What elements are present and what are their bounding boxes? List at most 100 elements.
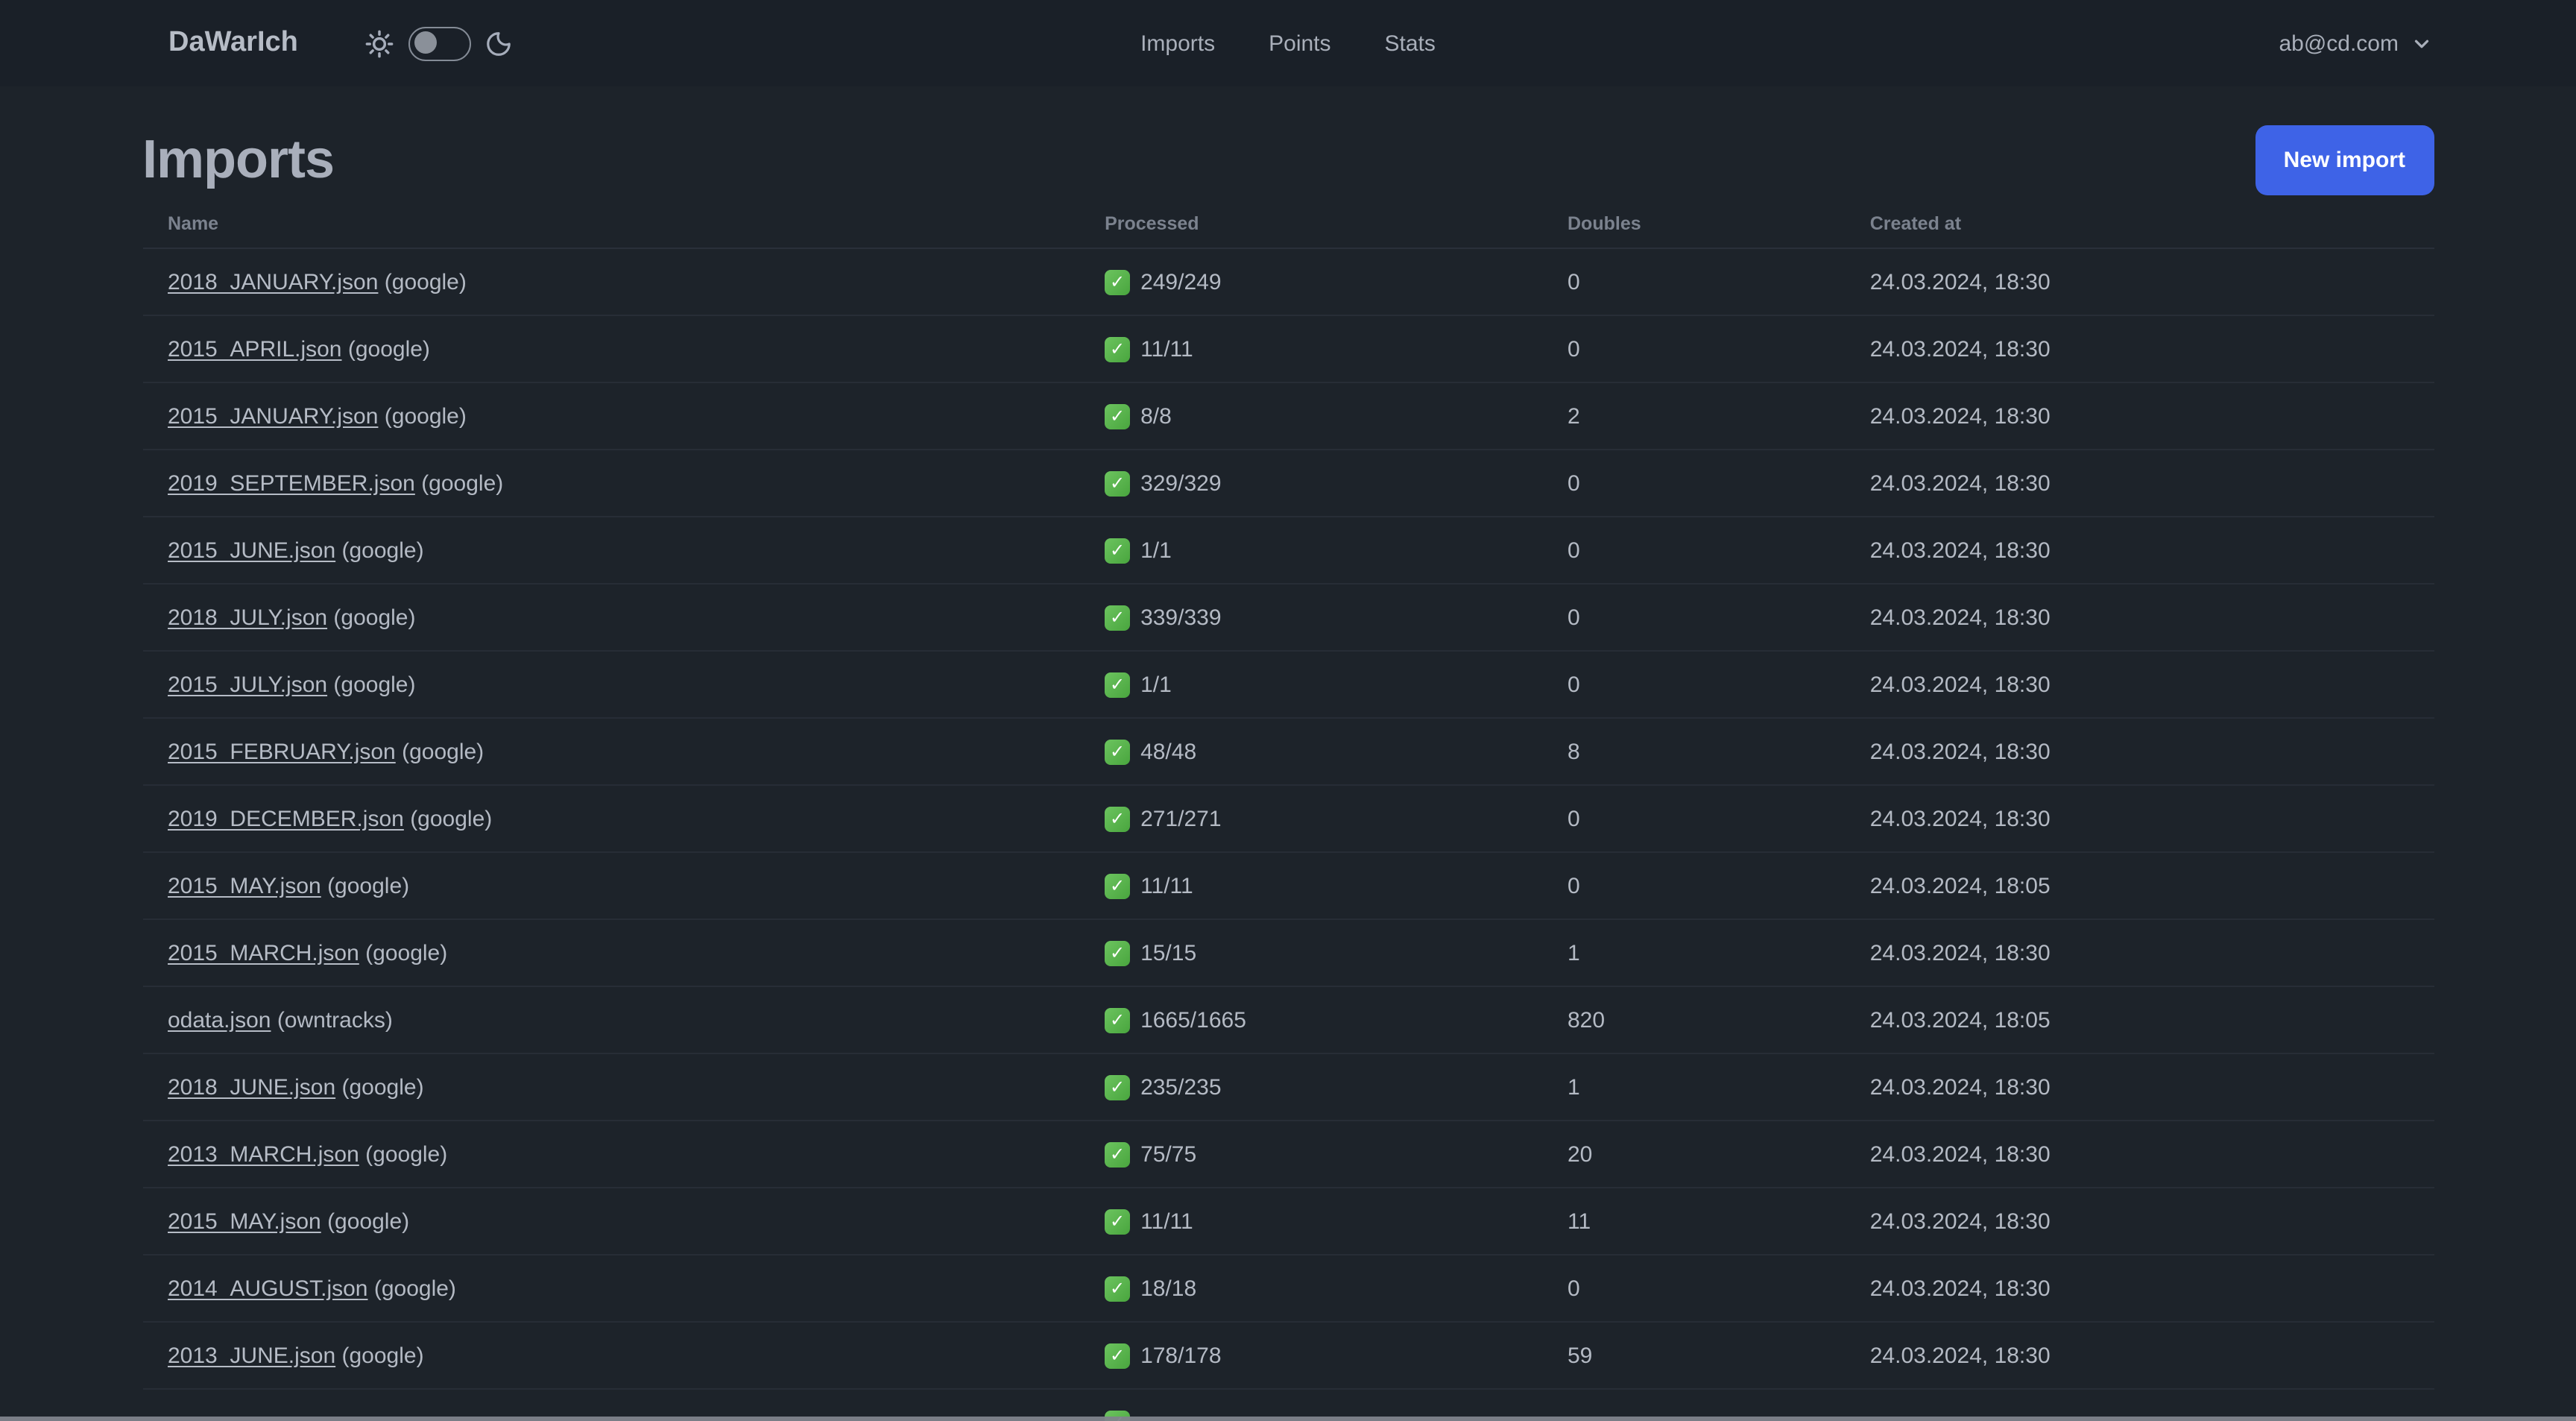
table-row: 2013_JUNE.json (google) ✓ 178/178 59 24.… (142, 1323, 2434, 1390)
import-file-link[interactable]: 2018_JANUARY.json (168, 269, 379, 294)
import-source-label: (google) (421, 470, 504, 496)
success-check-icon: ✓ (1105, 1007, 1131, 1033)
processed-cell: ✓ 11/11 (1105, 336, 1568, 362)
import-file-link[interactable]: 2014_AUGUST.json (168, 1276, 368, 1301)
app-logo[interactable]: DaWarIch (168, 27, 298, 58)
success-check-icon: ✓ (1105, 739, 1131, 764)
processed-count: 75/75 (1140, 1141, 1197, 1167)
column-header-created-at: Created at (1869, 213, 1962, 234)
name-cell: 2013_MARCH.json (google) (142, 1141, 1105, 1167)
theme-toggle-switch[interactable] (408, 26, 471, 60)
processed-cell: ✓ 1/1 (1105, 538, 1568, 563)
user-menu[interactable]: ab@cd.com (2279, 31, 2433, 56)
processed-count: 18/18 (1140, 1276, 1197, 1301)
import-file-link[interactable]: 2018_JUNE.json (168, 1074, 336, 1100)
table-row: 2019_SEPTEMBER.json (google) ✓ 329/329 0… (142, 450, 2434, 517)
horizontal-scrollbar[interactable] (0, 1417, 2576, 1421)
processed-cell: ✓ 11/11 (1105, 873, 1568, 898)
processed-count: 11/11 (1140, 873, 1193, 898)
processed-count: 1665/1665 (1140, 1007, 1246, 1033)
table-row: 2015_JUNE.json (google) ✓ 1/1 0 24.03.20… (142, 517, 2434, 585)
import-file-link[interactable]: odata.json (168, 1007, 271, 1033)
processed-count: 15/15 (1140, 940, 1197, 965)
processed-count: 339/339 (1140, 605, 1222, 630)
doubles-count: 0 (1568, 806, 1580, 831)
import-file-link[interactable]: 2019_SEPTEMBER.json (168, 470, 415, 496)
import-file-link[interactable]: 2019_DECEMBER.json (168, 806, 404, 831)
processed-cell: ✓ 75/75 (1105, 1141, 1568, 1167)
success-check-icon: ✓ (1105, 470, 1131, 496)
success-check-icon: ✓ (1105, 940, 1131, 965)
doubles-count: 0 (1568, 1276, 1580, 1301)
success-check-icon: ✓ (1105, 1209, 1131, 1234)
import-file-link[interactable]: 2013_JUNE.json (168, 1343, 336, 1368)
doubles-count: 0 (1568, 538, 1580, 563)
doubles-count: 11 (1568, 1209, 1591, 1234)
doubles-count: 1 (1568, 940, 1580, 965)
name-cell: 2015_APRIL.json (google) (142, 336, 1105, 362)
nav-link-stats[interactable]: Stats (1384, 31, 1436, 56)
name-cell: 2015_JULY.json (google) (142, 672, 1105, 697)
import-source-label: (google) (327, 873, 410, 898)
name-cell: 2018_JUNE.json (google) (142, 1074, 1105, 1100)
chevron-down-icon (2414, 39, 2429, 48)
import-source-label: (google) (327, 1209, 410, 1234)
import-file-link[interactable]: 2015_JULY.json (168, 672, 328, 697)
import-source-label: (google) (373, 1276, 456, 1301)
import-file-link[interactable]: 2015_APRIL.json (168, 336, 342, 362)
created-at: 24.03.2024, 18:30 (1869, 940, 2051, 965)
import-file-link[interactable]: 2015_JANUARY.json (168, 403, 379, 429)
navbar: DaWarIch Imports Points Stats ab@cd.com (0, 0, 2576, 86)
created-at: 24.03.2024, 18:30 (1869, 403, 2051, 429)
table-header-row: Name Processed Doubles Created at (142, 200, 2434, 249)
doubles-count: 0 (1568, 336, 1580, 362)
created-at: 24.03.2024, 18:30 (1869, 806, 2051, 831)
sun-icon (365, 29, 394, 57)
new-import-button[interactable]: New import (2255, 125, 2434, 195)
import-source-label: (google) (333, 605, 416, 630)
success-check-icon: ✓ (1105, 1141, 1131, 1167)
created-at: 24.03.2024, 18:30 (1869, 1074, 2051, 1100)
created-at: 24.03.2024, 18:30 (1869, 672, 2051, 697)
success-check-icon: ✓ (1105, 403, 1131, 429)
processed-cell: ✓ 249/249 (1105, 269, 1568, 294)
created-at: 24.03.2024, 18:05 (1869, 873, 2051, 898)
success-check-icon: ✓ (1105, 269, 1131, 294)
name-cell: 2015_MAY.json (google) (142, 1209, 1105, 1234)
import-source-label: (google) (410, 806, 493, 831)
import-source-label: (google) (402, 739, 484, 764)
import-file-link[interactable]: 2015_MAY.json (168, 1209, 321, 1234)
page-title: Imports (142, 128, 335, 189)
table-row: 2018_JULY.json (google) ✓ 339/339 0 24.0… (142, 585, 2434, 652)
column-header-doubles: Doubles (1568, 213, 1641, 234)
theme-toggle[interactable] (364, 26, 513, 60)
import-file-link[interactable]: 2013_MARCH.json (168, 1141, 359, 1167)
name-cell: odata.json (owntracks) (142, 1007, 1105, 1033)
import-source-label: (google) (384, 269, 467, 294)
created-at: 24.03.2024, 18:30 (1869, 1141, 2051, 1167)
table-row: 2015_MAY.json (google) ✓ 11/11 0 24.03.2… (142, 853, 2434, 920)
user-email: ab@cd.com (2279, 31, 2399, 56)
processed-count: 271/271 (1140, 806, 1222, 831)
import-file-link[interactable]: 2018_JULY.json (168, 605, 328, 630)
processed-cell: ✓ 271/271 (1105, 806, 1568, 831)
created-at: 24.03.2024, 18:30 (1869, 538, 2051, 563)
import-file-link[interactable]: 2015_JUNE.json (168, 538, 336, 563)
import-file-link[interactable]: 2015_MARCH.json (168, 940, 359, 965)
doubles-count: 1 (1568, 1074, 1580, 1100)
doubles-count: 0 (1568, 605, 1580, 630)
import-file-link[interactable]: 2015_FEBRUARY.json (168, 739, 396, 764)
name-cell: 2019_DECEMBER.json (google) (142, 806, 1105, 831)
nav-link-points[interactable]: Points (1269, 31, 1331, 56)
name-cell: 2015_FEBRUARY.json (google) (142, 739, 1105, 764)
created-at: 24.03.2024, 18:30 (1869, 269, 2051, 294)
import-file-link[interactable]: 2015_MAY.json (168, 873, 321, 898)
processed-cell: ✓ 11/11 (1105, 1209, 1568, 1234)
doubles-count: 20 (1568, 1141, 1593, 1167)
success-check-icon: ✓ (1105, 538, 1131, 563)
nav-link-imports[interactable]: Imports (1140, 31, 1216, 56)
name-cell: 2018_JANUARY.json (google) (142, 269, 1105, 294)
table-row: 2015_MAY.json (google) ✓ 11/11 11 24.03.… (142, 1188, 2434, 1255)
toggle-knob (414, 31, 437, 54)
